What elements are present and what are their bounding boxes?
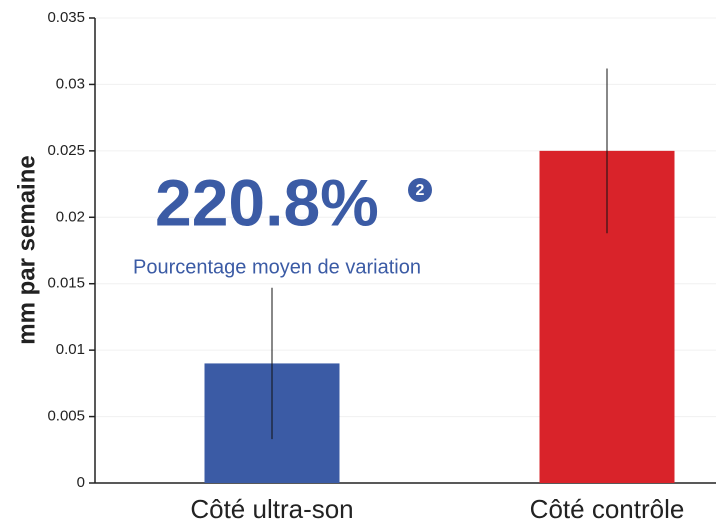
x-tick-label: Côté contrôle (530, 494, 685, 524)
y-tick-label: 0.005 (47, 408, 85, 425)
y-tick-label: 0.015 (47, 275, 85, 292)
y-axis-label: mm par semaine (13, 155, 40, 344)
caption: Pourcentage moyen de variation (133, 256, 421, 278)
note-badge (408, 178, 432, 202)
y-tick-label: 0.025 (47, 142, 85, 159)
y-tick-label: 0.03 (56, 75, 85, 92)
x-tick-label: Côté ultra-son (190, 494, 353, 524)
y-tick-label: 0.01 (56, 341, 85, 358)
y-tick-label: 0.035 (47, 9, 85, 26)
note-marker: 2 (416, 182, 425, 199)
y-tick-label: 0 (77, 474, 85, 491)
headline: 220.8% (155, 165, 379, 239)
y-tick-label: 0.02 (56, 208, 85, 225)
